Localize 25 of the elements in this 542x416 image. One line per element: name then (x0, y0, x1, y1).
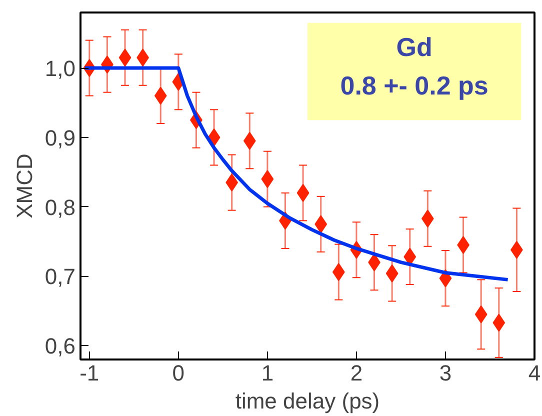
point (492, 314, 506, 332)
x-tick-label: 4 (528, 360, 541, 386)
point (118, 48, 132, 67)
y-tick-label: 0,7 (44, 264, 76, 290)
point (386, 264, 398, 282)
point (261, 170, 274, 188)
x-tick-label: -1 (80, 360, 100, 386)
x-tick-label: 2 (350, 360, 363, 386)
y-tick-label: 0,6 (44, 334, 76, 359)
annotation: Gd (396, 32, 432, 62)
x-axis-title: time delay (ps) (235, 388, 380, 414)
annotation: 0.8 +- 0.2 ps (340, 70, 488, 100)
point (474, 305, 488, 324)
x-tick-label: 0 (172, 360, 185, 386)
y-tick-label: 1,0 (44, 56, 76, 82)
x-tick-label: 3 (439, 360, 452, 386)
point (314, 215, 328, 234)
x-tick-label: 1 (261, 360, 274, 386)
point (296, 184, 310, 202)
point (154, 86, 167, 105)
y-axis-title: XMCD (12, 154, 37, 218)
y-tick-label: 0,9 (44, 125, 76, 150)
point (243, 132, 256, 150)
point (332, 263, 345, 282)
y-tick-label: 0,8 (44, 194, 76, 220)
